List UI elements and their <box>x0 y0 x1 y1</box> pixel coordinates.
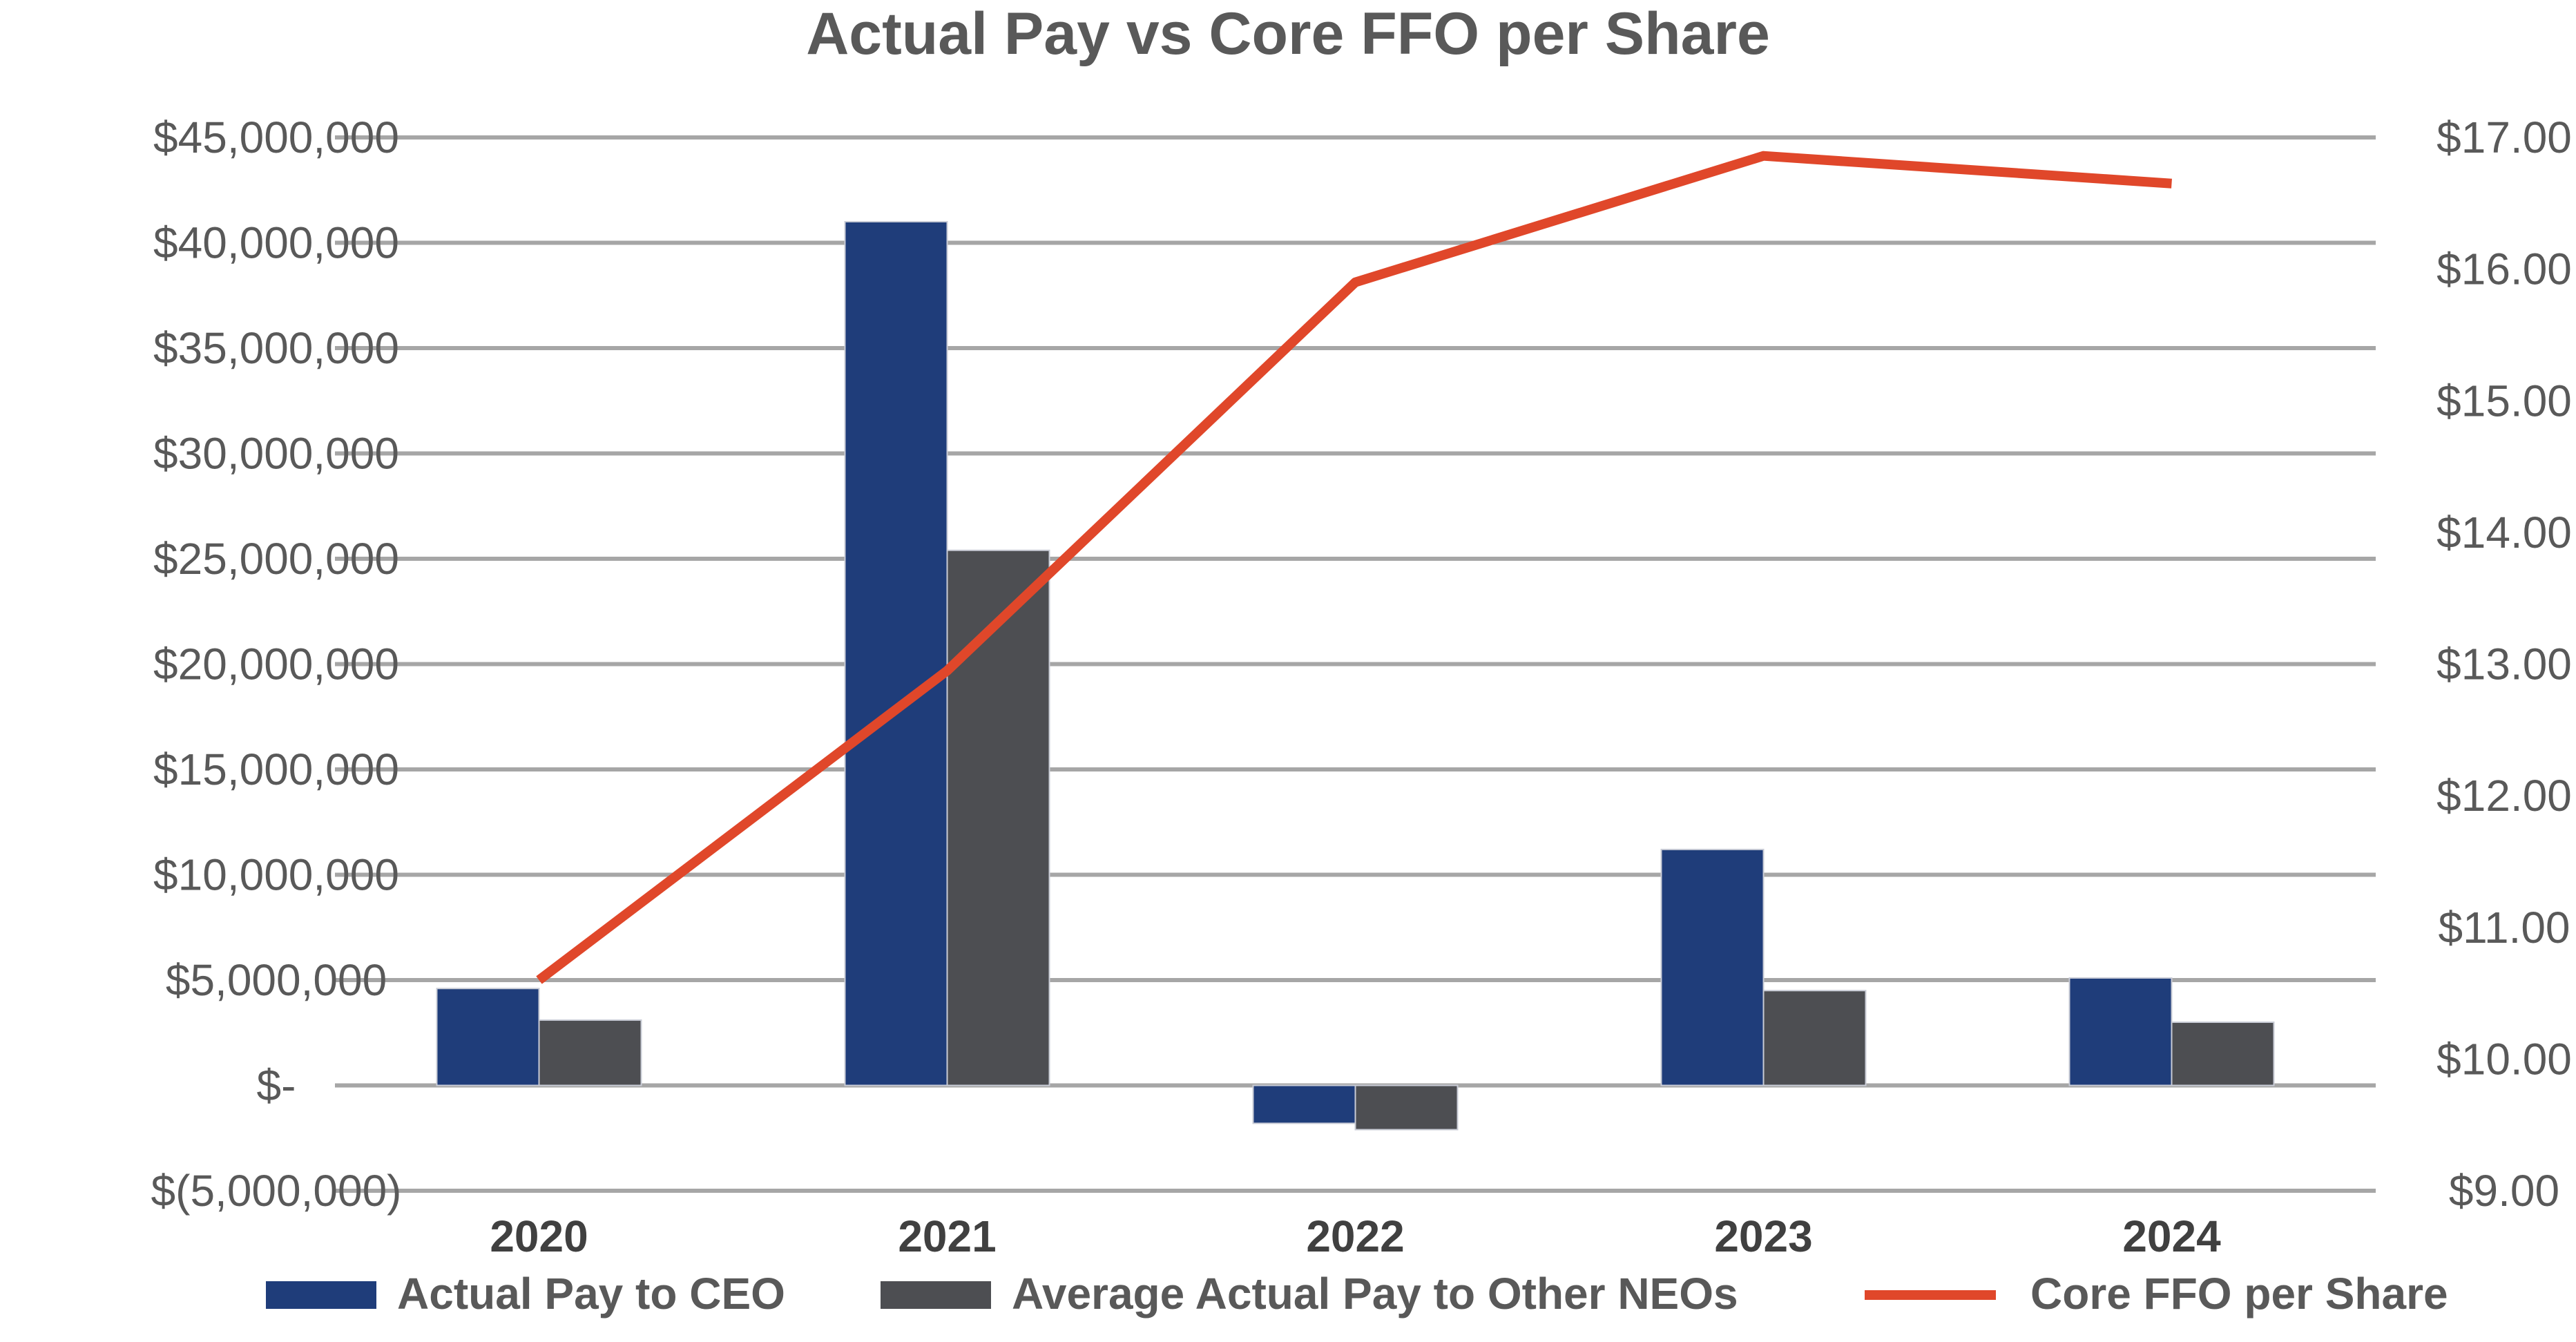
left-axis-tick-labels: $(5,000,000) $- $5,000,000 $10,000,000 $15,0… <box>151 113 402 1216</box>
left-axis-tick-label: $35,000,000 <box>153 323 399 373</box>
right-axis-tick-label: $17.00 <box>2436 113 2572 162</box>
legend-swatch-ceo <box>266 1281 376 1309</box>
bar-ceo-2020 <box>436 988 540 1086</box>
right-axis-tick-label: $15.00 <box>2436 376 2572 425</box>
legend-swatch-other-neos <box>881 1281 991 1309</box>
right-axis-tick-label: $13.00 <box>2436 640 2572 689</box>
x-axis-tick-label: 2023 <box>1714 1211 1812 1261</box>
bar-ceo-2021 <box>844 221 948 1086</box>
left-axis-tick-label: $5,000,000 <box>166 955 387 1005</box>
left-axis-tick-label: $40,000,000 <box>153 218 399 268</box>
left-axis-tick-label: $20,000,000 <box>153 640 399 689</box>
legend-label: Core FFO per Share <box>2030 1269 2448 1319</box>
x-axis-tick-label: 2021 <box>898 1211 996 1261</box>
left-axis-tick-label: $30,000,000 <box>153 429 399 479</box>
right-axis-tick-label: $16.00 <box>2436 245 2572 294</box>
bar-other-neos-2023 <box>1762 990 1867 1086</box>
x-axis-tick-label: 2024 <box>2122 1211 2221 1261</box>
legend-label: Actual Pay to CEO <box>397 1269 785 1319</box>
right-axis-tick-labels: $9.00 $10.00 $11.00 $12.00 $13.00 $14.00 $15.0… <box>2436 113 2572 1216</box>
grid-lines <box>335 135 2376 1193</box>
bar-other-neos-2020 <box>538 1019 642 1086</box>
left-axis-tick-label: $10,000,000 <box>153 850 399 900</box>
left-axis-tick-label: $15,000,000 <box>153 745 399 794</box>
right-axis-tick-label: $10.00 <box>2436 1034 2572 1084</box>
core-ffo-line <box>536 151 2172 984</box>
line-series-layer <box>536 151 2172 984</box>
right-axis-tick-label: $9.00 <box>2449 1166 2559 1216</box>
left-axis-tick-label: $45,000,000 <box>153 113 399 162</box>
bar-other-neos-2021 <box>946 549 1050 1086</box>
legend: Actual Pay to CEO Average Actual Pay to O… <box>266 1269 2448 1319</box>
legend-label: Average Actual Pay to Other NEOs <box>1012 1269 1738 1319</box>
bar-ceo-2024 <box>2068 977 2173 1086</box>
x-axis-tick-label: 2020 <box>490 1211 588 1261</box>
right-axis-tick-label: $12.00 <box>2436 771 2572 821</box>
left-axis-tick-label: $- <box>257 1061 296 1111</box>
bar-series-layer <box>436 221 2275 1131</box>
right-axis-tick-label: $11.00 <box>2439 903 2570 952</box>
right-axis-tick-label: $14.00 <box>2436 508 2572 557</box>
bar-other-neos-2022 <box>1354 1084 1459 1131</box>
bar-ceo-2023 <box>1660 848 1765 1086</box>
bar-ceo-2022 <box>1252 1084 1356 1124</box>
x-axis-tick-label: 2022 <box>1306 1211 1404 1261</box>
x-axis-tick-labels: 2020 2021 2022 2023 2024 <box>490 1211 2221 1261</box>
left-axis-tick-label: $25,000,000 <box>153 534 399 584</box>
chart-title: Actual Pay vs Core FFO per Share <box>806 1 1770 67</box>
bar-other-neos-2024 <box>2171 1022 2275 1086</box>
left-axis-tick-label: $(5,000,000) <box>151 1166 402 1216</box>
